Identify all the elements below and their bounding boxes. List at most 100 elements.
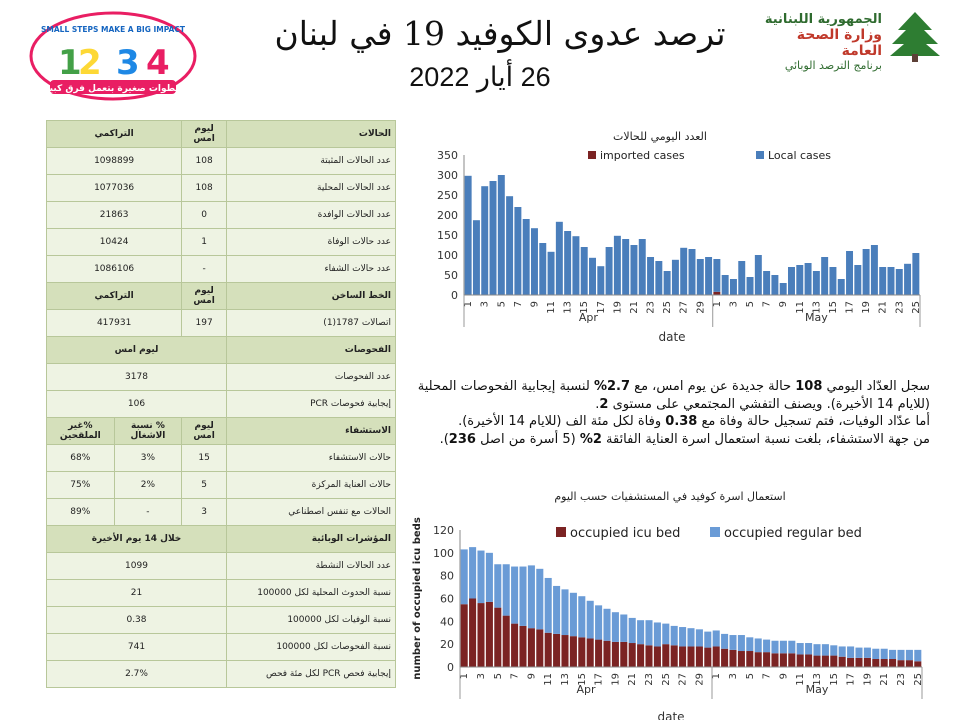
table-row: عدد الحالات المحلية 108 1077036 <box>45 174 396 202</box>
table-row: نسبة الوفيات لكل 100000 0.38 <box>46 606 396 634</box>
table-cell: 106 <box>46 390 227 418</box>
bar-occupied-regular-bed <box>855 647 863 658</box>
x-tick-label: 21 <box>878 301 889 314</box>
bar-Local-cases <box>729 279 737 295</box>
table-cell: 741 <box>46 633 227 661</box>
beds-chart-title: استعمال اسرة كوفيد في المستشفيات حسب الي… <box>554 490 786 503</box>
x-tick-label: 13 <box>811 301 822 314</box>
bar-Local-cases <box>688 249 696 295</box>
table-cell: 1099 <box>46 552 227 580</box>
table-row-label: الحالات <box>226 120 396 148</box>
bar-Local-cases <box>721 275 729 295</box>
x-tick-label: 1 <box>712 301 723 307</box>
y-tick-label: 0 <box>451 289 458 302</box>
table-row: عدد الحالات المثبتة 108 1098899 <box>45 147 396 175</box>
x-tick-label: 19 <box>610 673 621 686</box>
bar-occupied-icu-bed <box>872 659 880 667</box>
bar-Local-cases <box>555 221 563 295</box>
month-label-apr: Apr <box>576 683 596 696</box>
bar-occupied-regular-bed <box>889 649 897 660</box>
table-cell: 417931 <box>45 309 183 337</box>
x-tick-label: 17 <box>596 301 607 314</box>
x-tick-label: 27 <box>678 673 689 686</box>
bar-occupied-icu-bed <box>569 636 577 667</box>
table-row-label: إيجابية فحص PCR لكل مئة فحص <box>226 660 396 688</box>
y-tick-label: 50 <box>444 269 458 282</box>
bar-Local-cases <box>514 207 522 295</box>
bar-occupied-icu-bed <box>863 657 871 667</box>
x-tick-label: 1 <box>459 673 470 679</box>
table-row-label: عدد حالات الشفاء <box>226 255 396 283</box>
x-tick-label: 15 <box>577 673 588 686</box>
table-cell: 1098899 <box>45 147 183 175</box>
bar-occupied-icu-bed <box>880 659 888 667</box>
x-tick-label: 29 <box>695 301 706 314</box>
bar-Local-cases <box>879 267 887 295</box>
bar-occupied-regular-bed <box>527 565 535 629</box>
table-cell: 108 <box>181 147 227 175</box>
bar-occupied-icu-bed <box>830 655 838 667</box>
table-cell: التراكمي <box>45 120 183 148</box>
bar-Local-cases <box>597 266 605 295</box>
month-label-may: May <box>806 683 829 696</box>
legend-swatch <box>710 527 720 537</box>
bar-occupied-regular-bed <box>611 612 619 642</box>
x-tick-label: 23 <box>644 673 655 686</box>
x-tick-label: 11 <box>546 301 557 314</box>
x-tick-label: 17 <box>846 673 857 686</box>
bar-occupied-regular-bed <box>628 617 636 644</box>
y-tick-label: 100 <box>437 249 458 262</box>
table-row-label: عدد الفحوصات <box>226 363 396 391</box>
bar-occupied-regular-bed <box>561 589 569 636</box>
x-tick-label: 1 <box>463 301 474 307</box>
bar-occupied-regular-bed <box>586 600 594 639</box>
bar-occupied-icu-bed <box>603 640 611 667</box>
bar-occupied-regular-bed <box>771 640 779 654</box>
x-tick-label: 13 <box>563 301 574 314</box>
bar-occupied-icu-bed <box>511 623 519 667</box>
table-cell: 68% <box>46 444 115 472</box>
table-row-label: عدد الحالات المحلية <box>226 174 396 202</box>
bar-Local-cases <box>671 259 679 295</box>
x-tick-label: 13 <box>812 673 823 686</box>
bar-occupied-regular-bed <box>779 640 787 654</box>
table-cell: 0.38 <box>46 606 227 634</box>
table-row: نسبة الفحوصات لكل 100000 741 <box>46 633 396 661</box>
ministry-line-3: برنامج الترصد الوبائي <box>784 59 882 72</box>
table-row: عدد حالات الوفاة 1 10424 <box>45 228 396 256</box>
x-tick-label: 7 <box>513 301 524 307</box>
x-tick-label: 29 <box>694 673 705 686</box>
table-row-label: نسبة الفحوصات لكل 100000 <box>226 633 396 661</box>
table-row-label: عدد الحالات الوافدة <box>226 201 396 229</box>
bar-Local-cases <box>862 249 870 295</box>
bar-occupied-regular-bed <box>737 635 745 652</box>
bar-imported-cases <box>713 291 721 295</box>
bar-occupied-icu-bed <box>561 635 569 667</box>
table-row-label: الاستشفاء <box>226 417 396 445</box>
table-row: الحالات مع تنفس اصطناعي 3-89% <box>46 498 396 526</box>
bar-Local-cases <box>821 257 829 295</box>
bar-occupied-regular-bed <box>502 564 510 616</box>
x-tick-label: 15 <box>829 673 840 686</box>
y-tick-label: 120 <box>433 524 454 537</box>
bar-occupied-icu-bed <box>502 615 510 667</box>
bar-Local-cases <box>530 228 538 295</box>
bar-occupied-icu-bed <box>796 654 804 667</box>
table-cell: 3178 <box>46 363 227 391</box>
bar-occupied-regular-bed <box>645 620 653 646</box>
table-row: الحالات ليوم امس التراكمي <box>45 120 396 148</box>
bar-occupied-regular-bed <box>695 629 703 647</box>
bar-occupied-regular-bed <box>872 648 880 660</box>
bar-Local-cases <box>522 219 530 295</box>
table-row: عدد الفحوصات 3178 <box>46 363 396 391</box>
bar-occupied-icu-bed <box>494 607 502 667</box>
table-cell: 1 <box>181 228 227 256</box>
bar-occupied-icu-bed <box>536 629 544 667</box>
bar-occupied-icu-bed <box>553 633 561 667</box>
y-tick-label: 0 <box>447 661 454 674</box>
table-row-label: الحالات مع تنفس اصطناعي <box>226 498 396 526</box>
y-tick-label: 150 <box>437 229 458 242</box>
bar-occupied-icu-bed <box>746 651 754 667</box>
bar-occupied-icu-bed <box>637 644 645 667</box>
